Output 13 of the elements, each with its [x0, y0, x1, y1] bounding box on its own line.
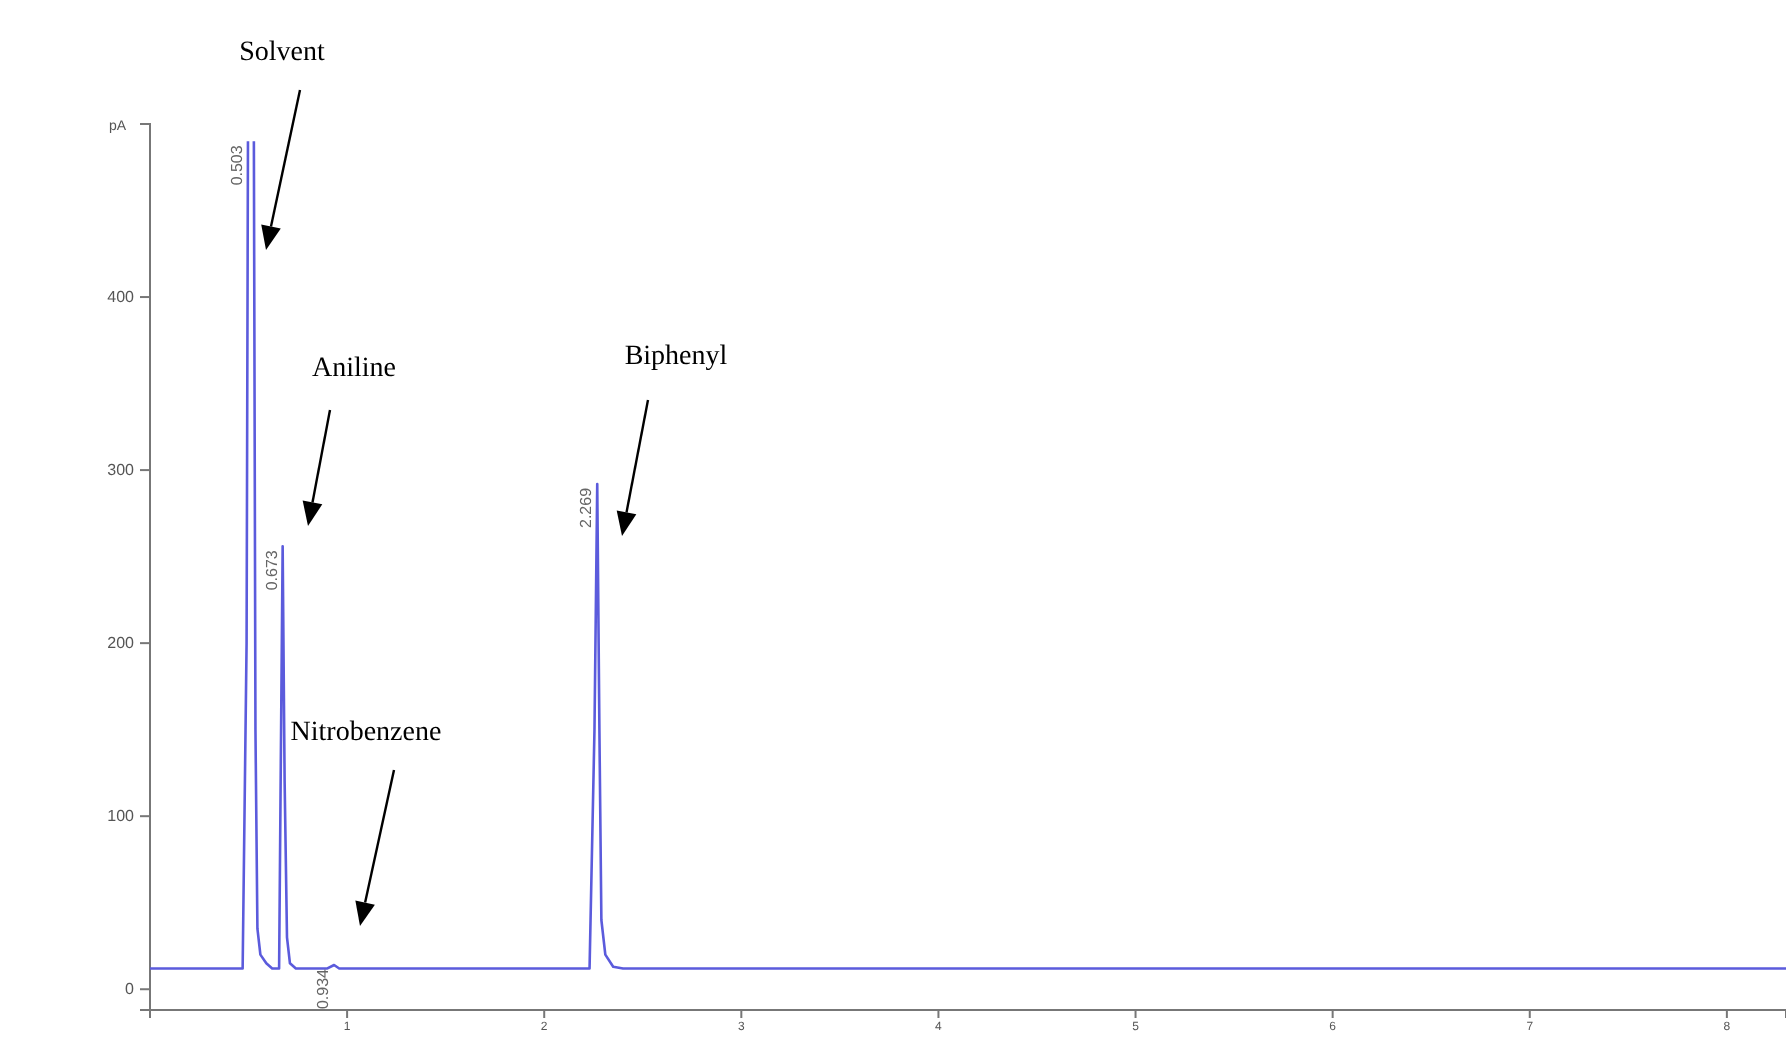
y-tick-label: 200	[107, 634, 136, 653]
y-tick-label: 100	[107, 807, 136, 826]
annotation: Biphenyl	[624, 342, 728, 372]
annotation: 0.934	[314, 967, 333, 1010]
y-tick-label: 400	[107, 288, 136, 307]
annotation: 0.503	[227, 144, 246, 186]
annotation: Nitrobenzene	[290, 718, 442, 748]
y-tick-label: 300	[107, 461, 136, 480]
annotation: 2.269	[577, 486, 596, 528]
text: Solvent	[239, 38, 325, 68]
annotation: 0.673	[262, 549, 281, 591]
y-tick-label: 0	[125, 980, 136, 999]
annotation: Aniline	[312, 354, 396, 384]
